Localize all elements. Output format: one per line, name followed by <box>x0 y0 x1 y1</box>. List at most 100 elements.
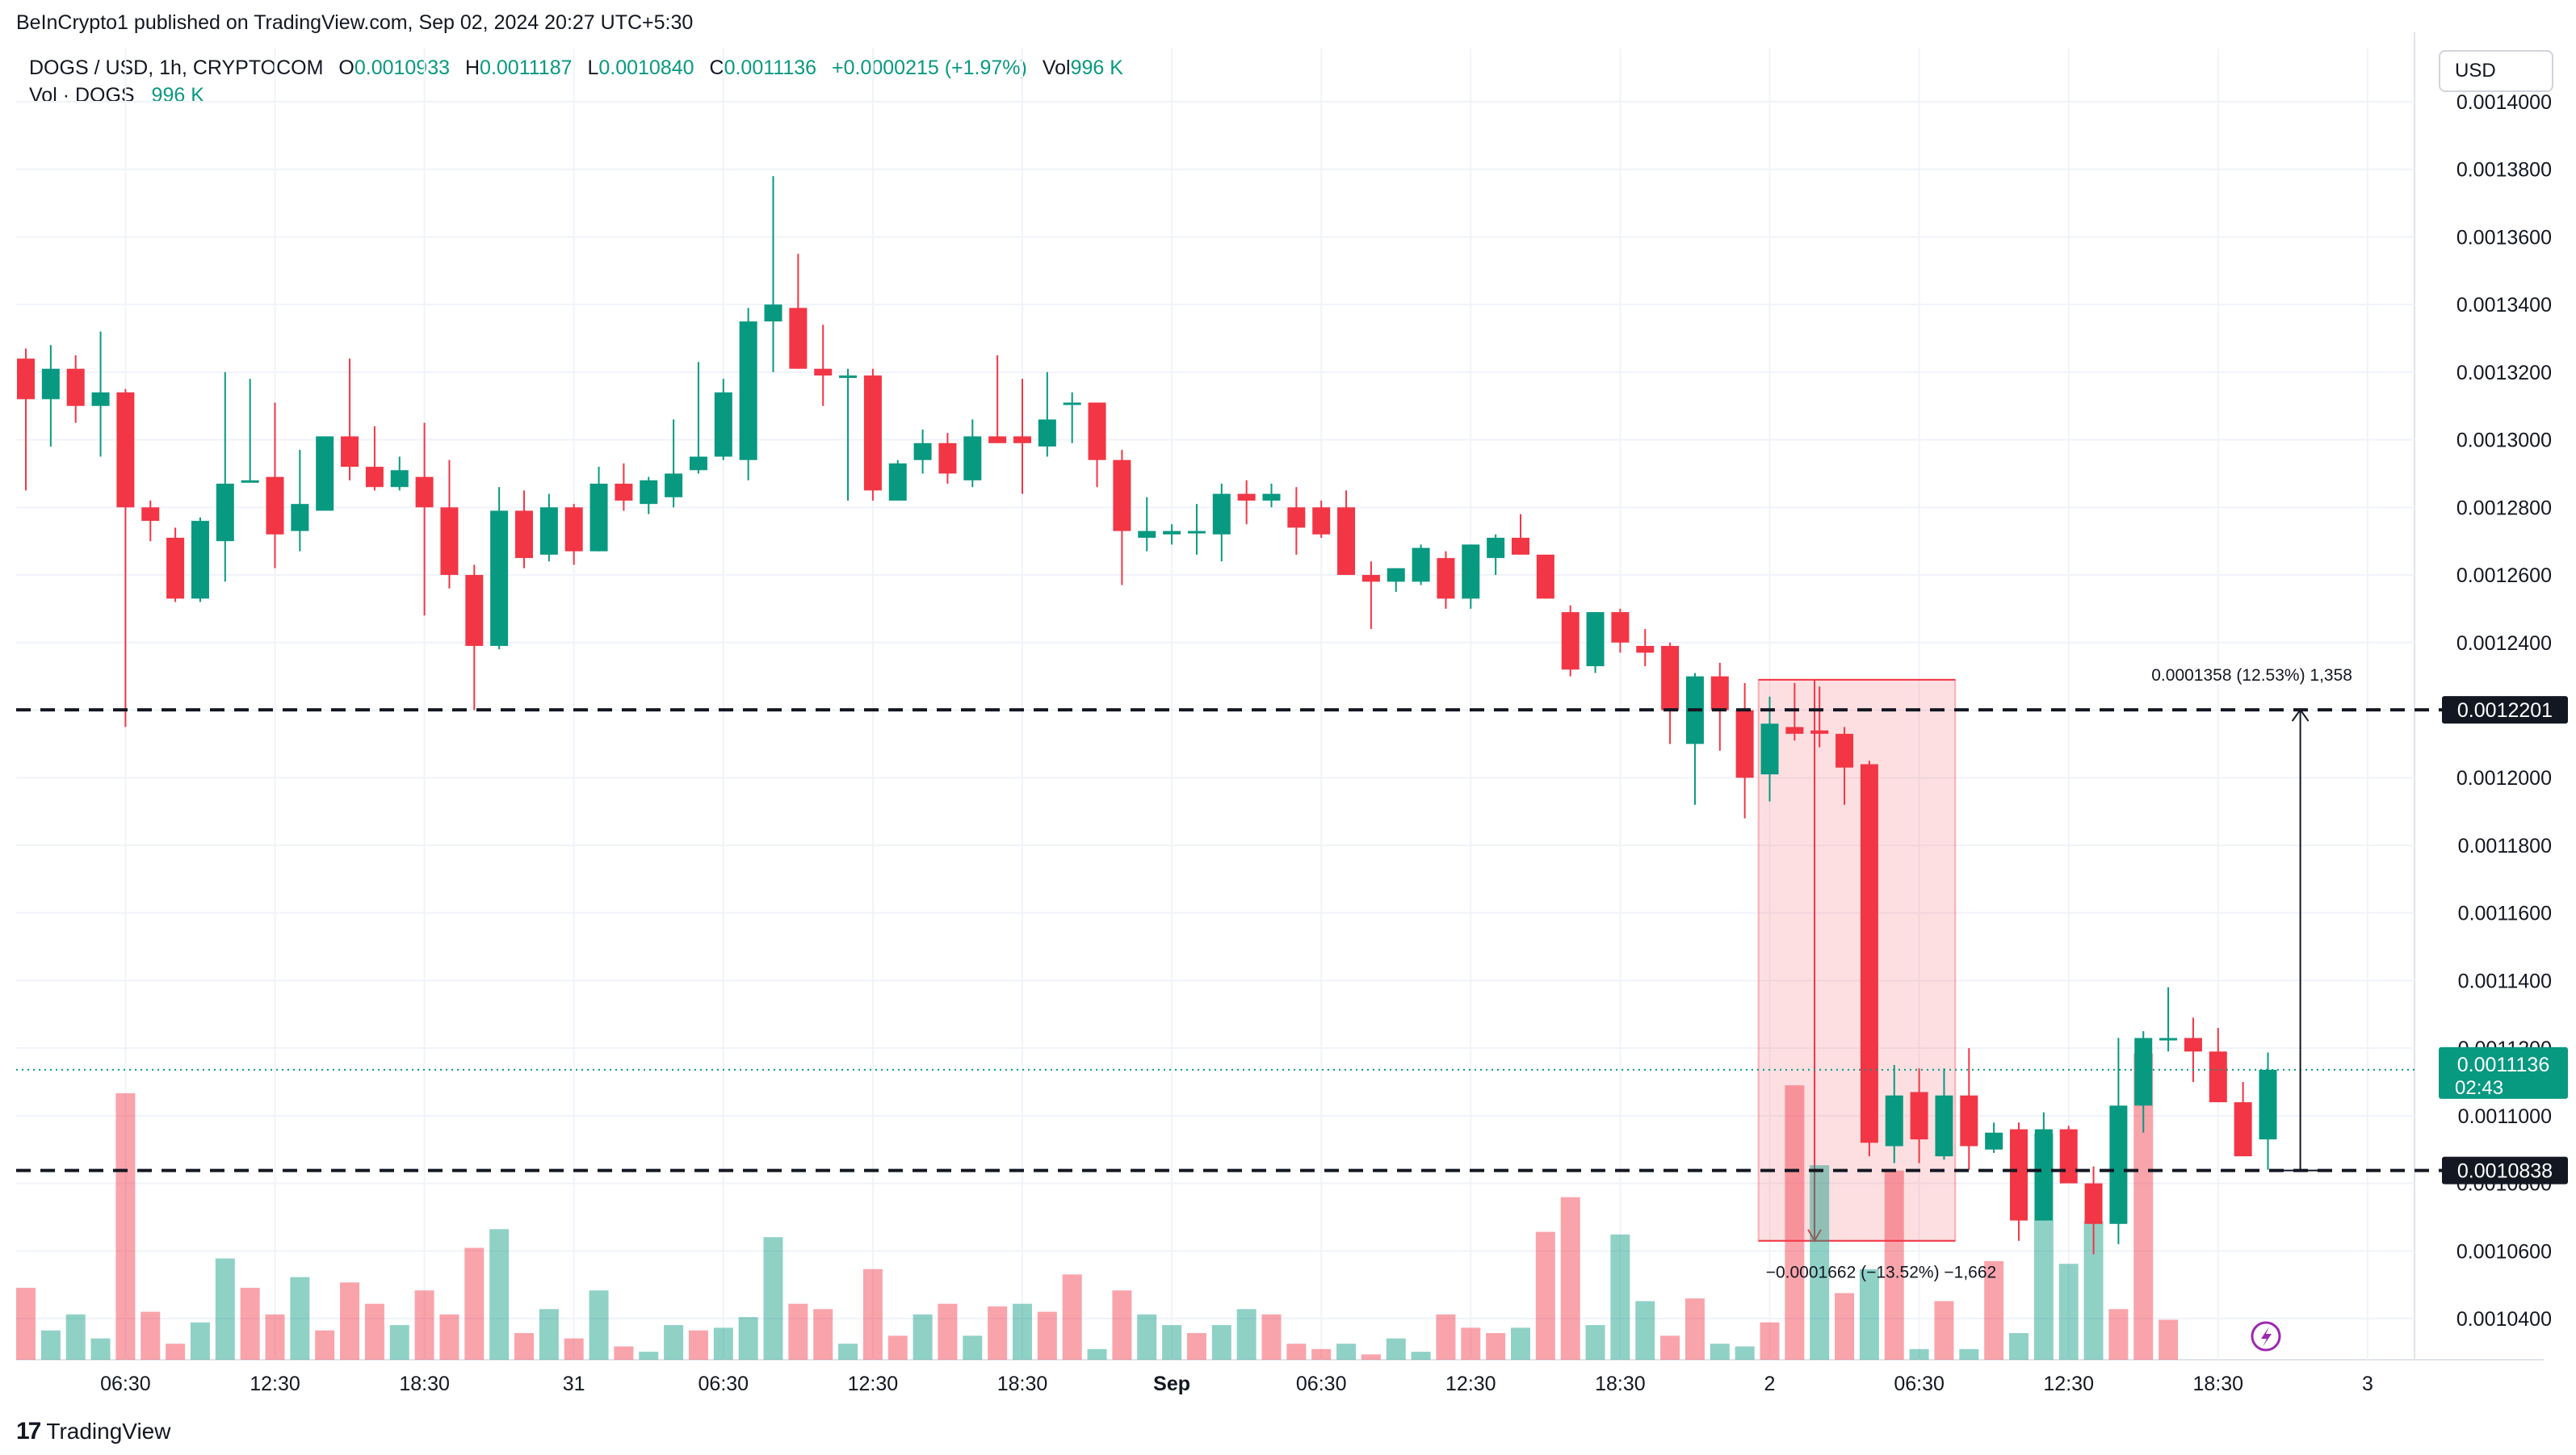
candle-body <box>1735 710 1754 778</box>
volume-bar <box>1361 1354 1381 1360</box>
horizontal-levels[interactable] <box>16 708 2447 1172</box>
price-tick-label: 0.0012000 <box>2456 767 2552 790</box>
volume-bar <box>1336 1344 1357 1360</box>
candle-body <box>689 456 707 471</box>
candle-body <box>1910 1092 1928 1140</box>
candle-body <box>141 507 160 522</box>
candle-body <box>1487 538 1505 559</box>
volume-bar <box>439 1314 459 1360</box>
volume-bar <box>1959 1348 1979 1360</box>
time-axis[interactable]: 06:30 12:30 18:30 31 06:30 12:30 18:30 Sep 06:30… <box>100 1373 2373 1395</box>
candle-body <box>365 467 384 488</box>
candle-body <box>789 308 808 369</box>
volume-bar <box>1486 1333 1506 1360</box>
candle-body <box>1536 554 1554 599</box>
volume-series-label[interactable]: Vol · DOGS <box>29 84 135 107</box>
volume-bar <box>539 1309 559 1360</box>
volume-bar <box>65 1314 86 1360</box>
volume-bar <box>489 1229 510 1360</box>
volume-bar <box>1461 1327 1481 1360</box>
candle-body <box>1785 727 1804 734</box>
time-tick-label: 18:30 <box>997 1373 1048 1395</box>
candle-body <box>1287 507 1306 528</box>
volume-bar <box>1884 1170 1904 1360</box>
volume-bar <box>1909 1348 1929 1360</box>
currency-selector[interactable]: USD <box>2439 50 2553 92</box>
current-price-tag-value: 0.0011136 <box>2457 1054 2549 1076</box>
volume-bar <box>1286 1344 1307 1360</box>
time-tick-label: 12:30 <box>2043 1373 2094 1395</box>
price-tick-label: 0.0014000 <box>2456 91 2552 114</box>
candle-body <box>1462 544 1480 599</box>
candle-body <box>1512 538 1529 555</box>
candle-body <box>988 436 1007 443</box>
volume-bar <box>514 1333 534 1360</box>
volume-bar <box>963 1335 983 1360</box>
time-tick-label: 06:30 <box>699 1373 749 1395</box>
volume-bar <box>688 1330 708 1360</box>
price-tick-label: 0.0013400 <box>2456 294 2552 317</box>
time-tick-label: 31 <box>563 1373 585 1395</box>
candle-body <box>266 476 284 535</box>
low-key: L <box>587 57 599 79</box>
volume-bar <box>1162 1325 1182 1360</box>
time-tick-label: 2 <box>1764 1373 1776 1395</box>
countdown-label: 02:43 <box>2455 1077 2503 1099</box>
time-tick-label: 3 <box>2362 1373 2373 1395</box>
volume-bar <box>215 1258 235 1360</box>
candle-body <box>166 538 185 599</box>
volume-bar <box>614 1346 634 1360</box>
volume-bar <box>862 1268 883 1360</box>
volume-bar <box>1087 1348 1107 1360</box>
volume-legend: Vol · DOGS 996 K <box>29 84 204 107</box>
volume-bar <box>1112 1290 1132 1360</box>
candle-body <box>839 375 858 379</box>
volume-bar <box>166 1344 186 1360</box>
level-price-tag-label: 0.0010838 <box>2457 1160 2553 1183</box>
volume-bar <box>1037 1311 1057 1360</box>
volume-bar <box>2058 1264 2079 1360</box>
volume-bar <box>190 1322 210 1360</box>
candle-body <box>714 392 732 457</box>
candle-body <box>241 480 259 483</box>
volume-bars <box>16 1053 2179 1360</box>
candle-body <box>2234 1102 2252 1157</box>
volume-bar <box>1211 1325 1231 1360</box>
volume-bar <box>1236 1309 1257 1360</box>
candle-body <box>515 510 533 559</box>
candle-body <box>640 480 658 505</box>
volume-bar <box>40 1330 61 1360</box>
candle-body <box>390 470 409 488</box>
candlestick-series <box>17 176 2277 1255</box>
candle-body <box>1760 723 1779 775</box>
candle-body <box>1312 507 1331 535</box>
candle-body <box>863 375 882 491</box>
volume-bar <box>2009 1333 2028 1360</box>
volume-bar <box>788 1303 808 1360</box>
volume-bar <box>1610 1234 1630 1360</box>
time-tick-label: 18:30 <box>1595 1373 1646 1395</box>
volume-bar <box>664 1325 684 1360</box>
measure-annotations: 0.0001358 (12.53%) 1,358 −0.0001662 (−13.… <box>1766 666 2352 1282</box>
time-tick-label: 06:30 <box>1894 1373 1945 1395</box>
volume-bar <box>1660 1335 1680 1360</box>
candle-body <box>2184 1038 2202 1052</box>
candle-body <box>1138 530 1156 539</box>
candle-body <box>41 368 60 400</box>
goto-realtime-icon[interactable] <box>2251 1321 2281 1352</box>
volume-bar <box>115 1093 136 1360</box>
candle-body <box>316 436 334 511</box>
volume-series-value: 996 K <box>151 84 204 107</box>
candle-body <box>2134 1038 2153 1106</box>
candle-body <box>66 368 85 406</box>
time-tick-label: 06:30 <box>100 1373 151 1395</box>
vol-value: 996 K <box>1070 57 1123 79</box>
open-value: 0.0010933 <box>354 57 451 79</box>
tradingview-logo-icon: 17 <box>16 1418 41 1445</box>
candle-body <box>465 575 484 646</box>
candle-body <box>1885 1095 1903 1147</box>
volume-bar <box>1013 1303 1032 1360</box>
price-axis[interactable]: 0.00104000.00106000.00108000.00110000.00… <box>2439 91 2568 1331</box>
volume-bar <box>1062 1274 1082 1360</box>
